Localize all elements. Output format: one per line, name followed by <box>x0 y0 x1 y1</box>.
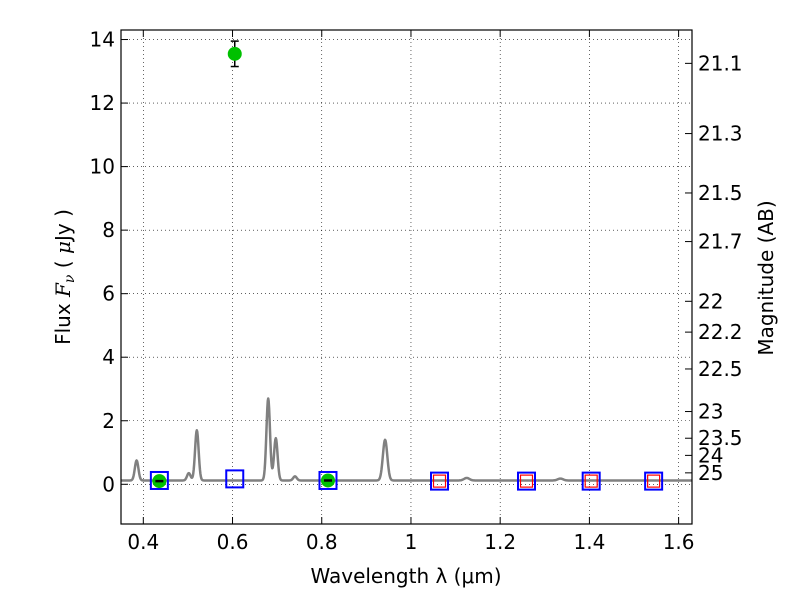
model-photometry-square <box>581 471 601 491</box>
y-axis-label: Flux Fν ( μJy ) <box>51 209 78 345</box>
upper-limit-square <box>584 474 598 488</box>
magnitude-tick-label: 23.5 <box>698 426 743 450</box>
observed-point <box>227 46 242 61</box>
x-tick-label: 0.4 <box>127 530 159 554</box>
y-tick-label: 8 <box>102 218 115 242</box>
plot-area <box>120 40 693 491</box>
x-tick-label: 0.8 <box>306 530 338 554</box>
magnitude-axis-label: Magnitude (AB) <box>754 200 778 355</box>
y-label-mu: μ <box>51 241 75 254</box>
y-tick-label: 6 <box>102 282 115 306</box>
x-axis: 0.4 0.6 0.8 1 1.2 1.4 1.6 <box>127 30 695 554</box>
x-tick-label: 1.6 <box>663 530 695 554</box>
model-photometry-square <box>318 470 338 490</box>
x-tick-label: 1.4 <box>573 530 605 554</box>
grid-lines <box>121 30 692 524</box>
magnitude-tick-label: 22.2 <box>698 320 743 344</box>
y-tick-label: 4 <box>102 345 115 369</box>
upper-limit-square <box>519 474 534 488</box>
magnitude-tick-label: 23 <box>698 400 723 424</box>
x-tick-label: 1.2 <box>484 530 516 554</box>
x-tick-label: 0.6 <box>217 530 249 554</box>
upper-limit-square <box>432 474 447 488</box>
magnitude-tick-label: 21.3 <box>698 122 743 146</box>
x-axis-label: Wavelength λ (μm) <box>310 564 501 588</box>
y-label-subscript: ν <box>62 274 78 283</box>
magnitude-tick-label: 21.5 <box>698 181 743 205</box>
y-tick-label: 10 <box>90 155 115 179</box>
model-photometry-square <box>516 471 536 491</box>
magnitude-tick-label: 25 <box>698 461 723 485</box>
model-photometry-square <box>149 470 169 490</box>
y-axis: 0 2 4 6 8 10 12 14 <box>90 28 128 496</box>
magnitude-tick-label: 24 <box>698 443 723 467</box>
model-photometry-square <box>430 471 450 491</box>
model-photometry-square <box>225 469 245 489</box>
y-label-unit-text: Jy ) <box>51 209 75 243</box>
y-label-symbol: F <box>51 282 75 298</box>
y-label-units: ( <box>51 254 75 275</box>
spectrum-line <box>120 397 693 482</box>
y-tick-label: 14 <box>90 28 115 52</box>
magnitude-tick-label: 21.7 <box>698 230 743 254</box>
x-tick-label: 1 <box>405 530 418 554</box>
upper-limit-square <box>647 474 661 488</box>
magnitude-tick-label: 22 <box>698 289 723 313</box>
y-tick-label: 2 <box>102 409 115 433</box>
plot-frame <box>120 29 693 525</box>
y-tick-label: 12 <box>90 91 115 115</box>
y-label-flux: Flux <box>51 297 75 345</box>
y-tick-label: 0 <box>102 472 115 496</box>
model-photometry-square <box>644 471 664 491</box>
magnitude-tick-label: 22.5 <box>698 357 743 381</box>
magnitude-tick-label: 21.1 <box>698 51 743 75</box>
